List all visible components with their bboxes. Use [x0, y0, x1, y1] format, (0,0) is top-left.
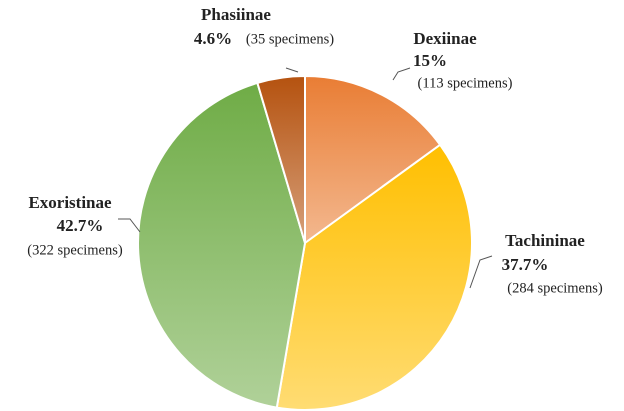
slice-label: Phasiinae: [201, 5, 271, 24]
pie-slice: [137, 81, 307, 409]
slice-label: Dexiinae: [413, 29, 477, 48]
pie-slice: [304, 74, 442, 245]
leader-line: [285, 67, 299, 73]
value-label: 37.7%: [502, 255, 549, 274]
count-label: (322 specimens): [27, 242, 123, 258]
leader-line: [392, 67, 411, 81]
slice-label: Exoristinae: [28, 193, 112, 212]
slice-label: Tachininae: [505, 231, 585, 250]
value-label: 15%: [413, 51, 447, 70]
pie-slice: [275, 143, 473, 411]
value-label: 42.7%: [57, 216, 104, 235]
leader-line: [118, 218, 141, 233]
pie-slice: [256, 74, 306, 244]
leader-line: [469, 255, 493, 289]
value-label: 4.6%: [194, 29, 232, 48]
count-label: (113 specimens): [418, 75, 513, 91]
count-label: (35 specimens): [246, 31, 334, 47]
count-label: (284 specimens): [507, 280, 603, 296]
